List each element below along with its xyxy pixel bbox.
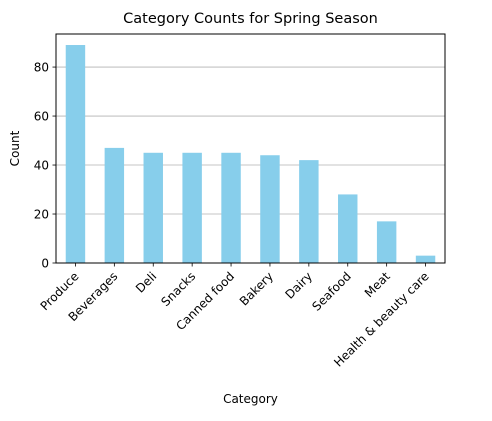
- bars-layer: [65, 45, 436, 263]
- bar-8: [376, 221, 397, 263]
- x-axis-label: Category: [223, 392, 278, 406]
- x-tick-label-7: Seafood: [309, 269, 353, 313]
- y-tick-label-0: 0: [41, 256, 49, 270]
- x-tick-label-8: Meat: [362, 269, 393, 300]
- chart-title: Category Counts for Spring Season: [123, 11, 378, 27]
- y-tick-label-2: 40: [34, 158, 49, 172]
- y-tick-label-1: 20: [34, 207, 49, 221]
- y-axis-label: Count: [8, 130, 22, 166]
- x-tick-label-6: Dairy: [282, 269, 315, 302]
- bar-4: [221, 152, 241, 263]
- bar-6: [299, 160, 319, 263]
- y-tick-label-4: 80: [34, 60, 49, 74]
- plot-frame: [55, 33, 446, 264]
- bar-2: [143, 152, 163, 263]
- x-tick-label-5: Bakery: [237, 269, 276, 308]
- bar-1: [104, 147, 125, 263]
- y-tick-label-3: 60: [34, 109, 49, 123]
- bar-0: [65, 45, 86, 263]
- bar-5: [260, 155, 280, 263]
- y-ticks: 0 20 40 60 80: [34, 60, 56, 270]
- bar-3: [182, 152, 202, 263]
- bar-9: [415, 255, 436, 263]
- x-tick-label-2: Deli: [133, 269, 159, 295]
- bar-7: [338, 194, 358, 263]
